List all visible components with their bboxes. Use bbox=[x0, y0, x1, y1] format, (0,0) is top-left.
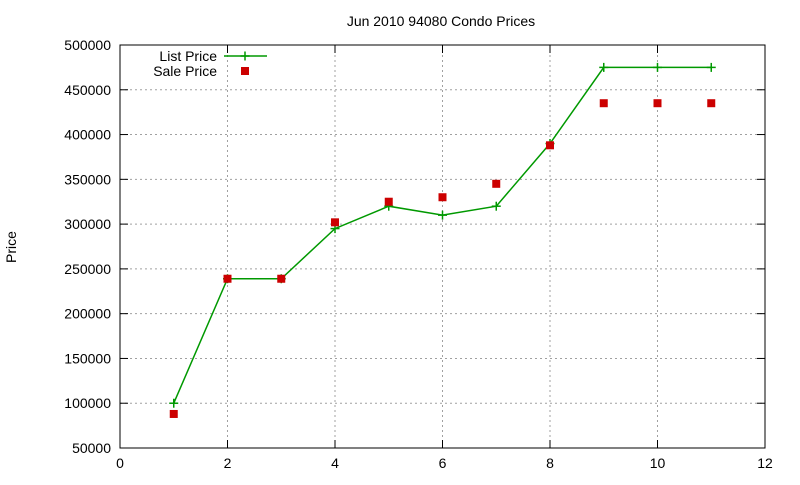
sale-price-point bbox=[169, 409, 178, 418]
series-1 bbox=[169, 99, 716, 418]
y-tick-label: 400000 bbox=[64, 127, 111, 143]
x-tick-label: 8 bbox=[546, 455, 554, 471]
sale-price-point bbox=[438, 193, 447, 202]
series-layer bbox=[169, 62, 716, 418]
y-tick-label: 200000 bbox=[64, 306, 111, 322]
grid-lines bbox=[120, 45, 765, 448]
sale-price-point bbox=[331, 218, 339, 227]
sale-price-point bbox=[599, 99, 608, 108]
y-axis-label: Price bbox=[3, 231, 19, 263]
list-price-point bbox=[169, 398, 179, 408]
legend-label: Sale Price bbox=[153, 63, 217, 79]
list-price-point bbox=[653, 62, 662, 72]
sale-price-point bbox=[277, 274, 286, 283]
tick-labels: 50000 100000 150000 200000 250000 300000 35000… bbox=[64, 37, 773, 471]
axes bbox=[119, 44, 766, 449]
x-tick-label: 0 bbox=[116, 455, 124, 471]
list-price-point bbox=[491, 201, 501, 211]
y-tick-label: 450000 bbox=[64, 82, 111, 98]
x-tick-label: 6 bbox=[439, 455, 447, 471]
x-tick-label: 2 bbox=[224, 455, 232, 471]
list-price-point bbox=[438, 210, 447, 220]
list-price-point bbox=[706, 62, 716, 72]
y-tick-label: 150000 bbox=[64, 350, 111, 366]
list-price-point bbox=[599, 62, 609, 72]
x-tick-label: 12 bbox=[757, 455, 773, 471]
x-tick-label: 10 bbox=[650, 455, 666, 471]
y-tick-label: 50000 bbox=[72, 440, 111, 456]
sale-price-point bbox=[223, 274, 232, 283]
y-tick-label: 350000 bbox=[64, 171, 111, 187]
sale-price-point bbox=[707, 99, 716, 108]
chart-title: Jun 2010 94080 Condo Prices bbox=[347, 13, 535, 29]
legend-square-marker bbox=[241, 67, 249, 75]
y-tick-label: 100000 bbox=[64, 395, 111, 411]
y-tick-label: 500000 bbox=[64, 37, 111, 53]
sale-price-point bbox=[653, 99, 662, 108]
sale-price-point bbox=[492, 179, 501, 188]
plot-border bbox=[119, 44, 766, 449]
legend-label: List Price bbox=[159, 48, 217, 64]
y-tick-label: 300000 bbox=[64, 216, 111, 232]
sale-price-point bbox=[546, 141, 554, 150]
x-tick-label: 4 bbox=[331, 455, 339, 471]
sale-price-point bbox=[384, 197, 393, 206]
y-tick-label: 250000 bbox=[64, 261, 111, 277]
legend-plus-marker bbox=[240, 51, 250, 61]
